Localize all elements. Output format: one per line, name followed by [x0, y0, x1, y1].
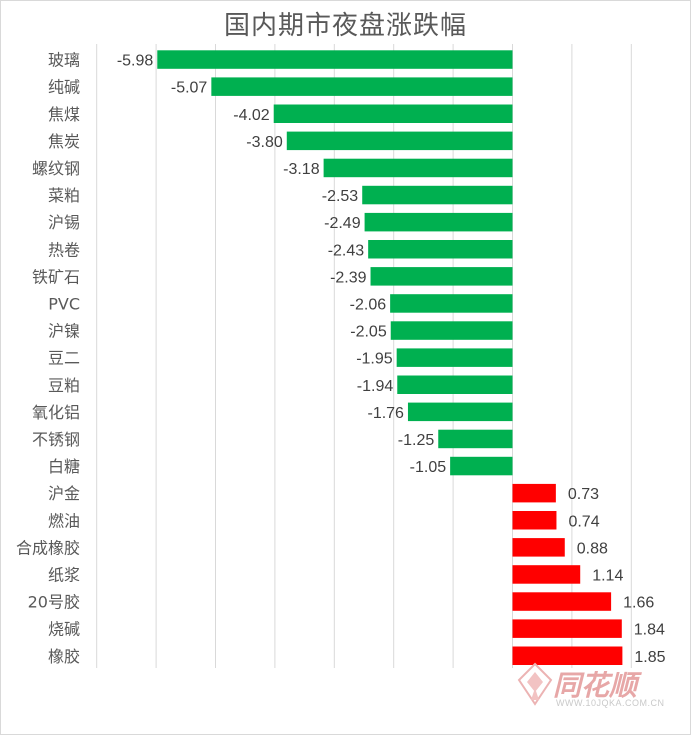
data-label: -1.25	[398, 432, 435, 449]
category-label: 焦炭	[48, 132, 80, 151]
watermark-brand: 同花顺	[553, 669, 638, 702]
category-label: 豆二	[48, 349, 80, 368]
data-label: 1.84	[634, 622, 665, 639]
bar	[286, 131, 513, 151]
bar	[364, 212, 513, 232]
category-label: 燃油	[48, 511, 80, 530]
category-label: 纯碱	[48, 78, 80, 97]
bar	[512, 619, 622, 638]
category-label: 铁矿石	[32, 267, 80, 286]
bar	[512, 511, 557, 530]
data-label: -4.02	[233, 107, 270, 124]
watermark-url: WWW.10JQKA.COM.CN	[556, 698, 665, 708]
data-label: 1.66	[623, 595, 654, 612]
bar	[211, 77, 513, 96]
data-label: -5.98	[117, 53, 154, 70]
data-label: -2.06	[350, 296, 387, 313]
bar	[450, 456, 513, 476]
category-label: 螺纹钢	[32, 159, 80, 178]
watermark-logo	[515, 660, 685, 712]
bar	[370, 267, 513, 286]
chart-title: 国内期市夜盘涨跌幅	[223, 11, 467, 41]
data-label: -5.07	[171, 80, 208, 97]
data-label: -1.94	[357, 378, 394, 395]
data-label: 0.73	[568, 486, 599, 503]
data-label: -1.76	[367, 405, 404, 422]
bar	[438, 429, 513, 449]
category-label: 热卷	[48, 240, 80, 259]
data-label: -2.39	[330, 269, 367, 286]
category-label: 焦煤	[48, 105, 80, 124]
data-label: -2.53	[322, 188, 359, 205]
bar	[390, 321, 513, 340]
data-label: -2.49	[324, 215, 361, 232]
category-label: 沪镍	[48, 322, 80, 341]
data-label: -1.05	[410, 459, 447, 476]
bar	[512, 592, 612, 611]
ths-logo-icon	[517, 662, 553, 706]
data-label: 0.88	[577, 540, 608, 557]
bar	[407, 402, 513, 422]
data-label: -3.80	[246, 134, 283, 151]
data-labels: -5.98 -5.07 -4.02 -3.80-3.18-2.53 -2.49 -2.43…	[117, 53, 666, 666]
bar	[397, 375, 513, 394]
category-label: 沪锡	[48, 213, 80, 232]
bar	[157, 50, 513, 69]
category-label: 橡胶	[48, 647, 80, 666]
data-label: -2.43	[328, 242, 365, 259]
category-label: 不锈钢	[32, 430, 80, 449]
bar	[368, 240, 513, 259]
data-label: -1.95	[356, 351, 393, 368]
category-label: 白糖	[48, 457, 80, 476]
category-label: 合成橡胶	[16, 538, 80, 557]
data-label: 1.14	[592, 567, 623, 584]
bar	[512, 483, 556, 503]
category-label: 纸浆	[48, 565, 80, 584]
bar	[512, 646, 623, 665]
bar	[396, 348, 513, 367]
category-label: 菜粕	[48, 186, 80, 205]
category-label: 烧碱	[48, 620, 80, 639]
data-label: -3.18	[283, 161, 320, 178]
bar	[390, 294, 513, 313]
data-label: 0.74	[568, 513, 599, 530]
bar	[512, 565, 581, 584]
category-label: 20号胶	[28, 593, 80, 612]
category-label: 氧化铝	[32, 403, 80, 422]
bar	[512, 538, 565, 557]
bar	[273, 104, 513, 123]
category-label: 豆粕	[48, 376, 80, 395]
category-label: 玻璃	[48, 51, 80, 70]
bar	[323, 158, 513, 178]
bar	[362, 185, 513, 205]
bars	[157, 50, 623, 665]
data-label: -2.05	[350, 324, 387, 341]
category-label: PVC	[48, 294, 80, 313]
data-label: 1.85	[634, 649, 665, 666]
category-label: 沪金	[48, 484, 80, 503]
